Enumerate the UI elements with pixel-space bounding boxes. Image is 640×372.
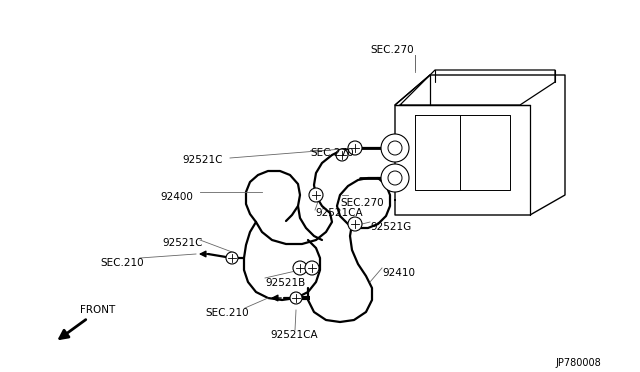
Circle shape [226,252,238,264]
Circle shape [305,261,319,275]
Text: SEC.270: SEC.270 [370,45,413,55]
Text: 92521CA: 92521CA [315,208,363,218]
Circle shape [388,171,402,185]
Text: SEC.270: SEC.270 [340,198,383,208]
Text: FRONT: FRONT [80,305,115,315]
Circle shape [336,149,348,161]
Circle shape [381,134,409,162]
Circle shape [381,164,409,192]
Text: 92521CA: 92521CA [270,330,317,340]
Text: 92521B: 92521B [265,278,305,288]
Text: 92410: 92410 [382,268,415,278]
Text: SEC.210: SEC.210 [205,308,248,318]
Text: 92521C: 92521C [162,238,202,248]
Circle shape [293,261,307,275]
Text: 92521C: 92521C [182,155,223,165]
Text: JP780008: JP780008 [555,358,601,368]
Circle shape [309,188,323,202]
Circle shape [388,141,402,155]
Circle shape [348,141,362,155]
Circle shape [348,217,362,231]
Circle shape [290,292,302,304]
Text: 92521G: 92521G [370,222,412,232]
Text: SEC.210: SEC.210 [100,258,143,268]
Text: 92400: 92400 [160,192,193,202]
Text: SEC.270: SEC.270 [310,148,354,158]
